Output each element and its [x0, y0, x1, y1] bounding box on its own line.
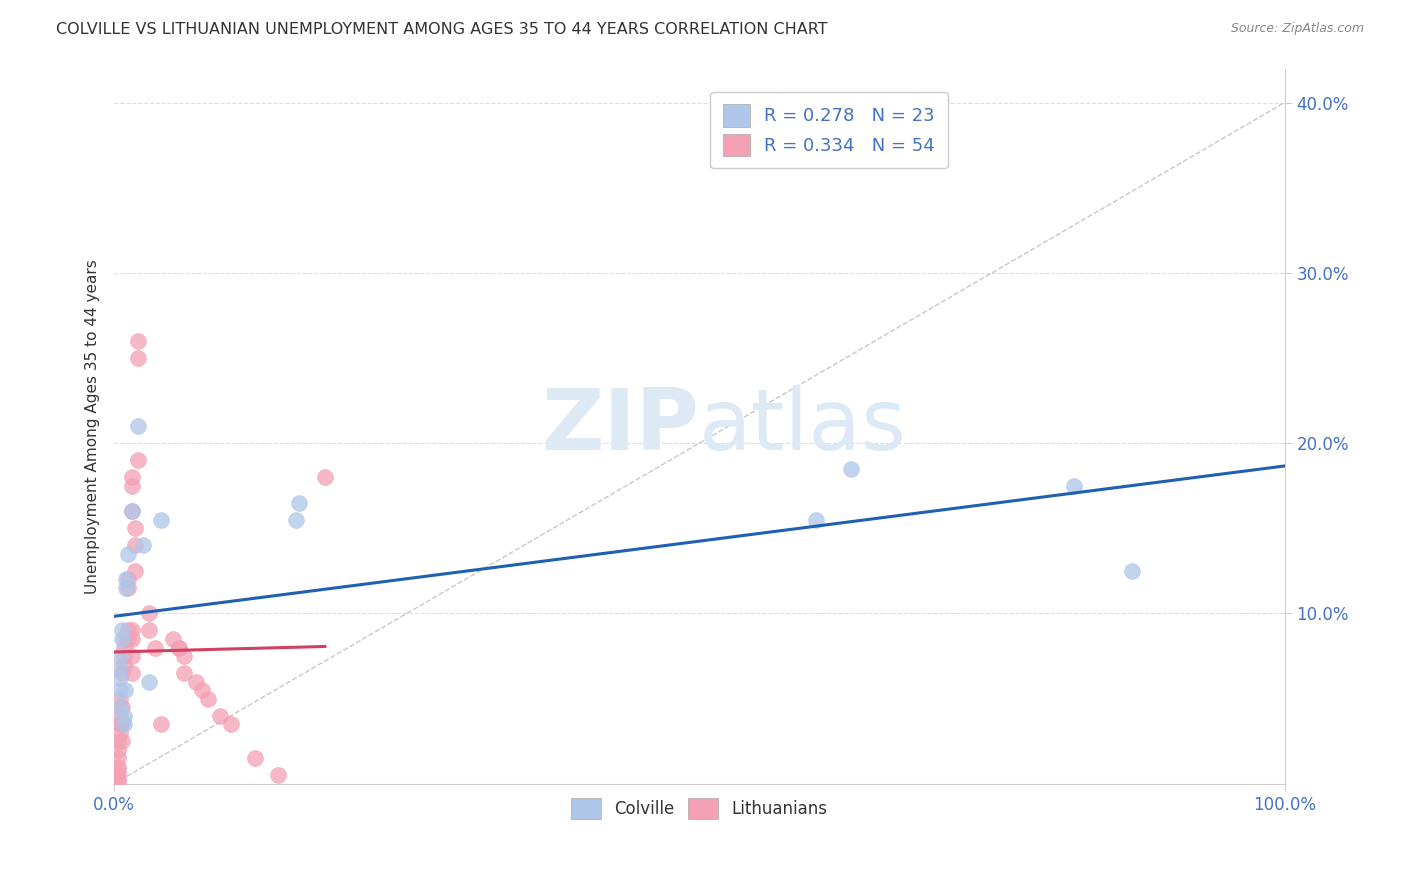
Point [173, 648, 195, 663]
Text: Source: ZipAtlas.com: Source: ZipAtlas.com [1230, 22, 1364, 36]
Point [111, 666, 134, 681]
Point [117, 624, 139, 638]
Point [143, 640, 166, 655]
Point [121, 479, 143, 493]
Point [288, 496, 311, 510]
Point [1063, 479, 1085, 493]
Point [114, 632, 136, 646]
Point [150, 717, 173, 731]
Point [121, 666, 143, 681]
Text: ZIP: ZIP [541, 384, 699, 467]
Point [112, 640, 135, 655]
Point [108, 700, 131, 714]
Point [107, 742, 129, 756]
Point [127, 419, 149, 434]
Point [191, 683, 214, 698]
Point [112, 648, 135, 663]
Point [841, 461, 863, 475]
Text: atlas: atlas [699, 384, 907, 467]
Point [132, 538, 155, 552]
Point [173, 666, 195, 681]
Point [108, 671, 131, 685]
Point [127, 453, 149, 467]
Point [138, 624, 160, 638]
Point [112, 657, 135, 672]
Point [107, 768, 129, 782]
Point [167, 640, 190, 655]
Point [115, 573, 138, 587]
Point [107, 763, 129, 777]
Point [138, 607, 160, 621]
Point [121, 504, 143, 518]
Point [219, 717, 242, 731]
Point [124, 564, 146, 578]
Point [111, 632, 134, 646]
Point [1121, 564, 1143, 578]
Point [124, 521, 146, 535]
Point [127, 334, 149, 348]
Point [111, 717, 134, 731]
Point [108, 683, 131, 698]
Point [112, 717, 135, 731]
Point [108, 661, 131, 675]
Point [162, 632, 184, 646]
Point [108, 725, 131, 739]
Point [167, 640, 190, 655]
Point [108, 717, 131, 731]
Point [111, 700, 134, 714]
Point [121, 470, 143, 484]
Point [121, 632, 143, 646]
Y-axis label: Unemployment Among Ages 35 to 44 years: Unemployment Among Ages 35 to 44 years [86, 259, 100, 593]
Point [127, 351, 149, 365]
Point [107, 760, 129, 774]
Point [107, 775, 129, 789]
Point [208, 708, 231, 723]
Point [121, 504, 143, 518]
Point [267, 768, 290, 782]
Point [121, 648, 143, 663]
Point [121, 624, 143, 638]
Point [117, 632, 139, 646]
Point [117, 547, 139, 561]
Point [107, 772, 129, 786]
Point [112, 708, 135, 723]
Point [111, 734, 134, 748]
Point [111, 624, 134, 638]
Point [107, 734, 129, 748]
Point [117, 573, 139, 587]
Point [107, 751, 129, 765]
Point [284, 513, 307, 527]
Point [150, 513, 173, 527]
Point [124, 538, 146, 552]
Point [114, 683, 136, 698]
Point [117, 581, 139, 595]
Legend: Colville, Lithuanians: Colville, Lithuanians [565, 792, 834, 825]
Text: COLVILLE VS LITHUANIAN UNEMPLOYMENT AMONG AGES 35 TO 44 YEARS CORRELATION CHART: COLVILLE VS LITHUANIAN UNEMPLOYMENT AMON… [56, 22, 828, 37]
Point [108, 708, 131, 723]
Point [138, 674, 160, 689]
Point [108, 691, 131, 706]
Point [115, 581, 138, 595]
Point [197, 691, 219, 706]
Point [108, 648, 131, 663]
Point [314, 470, 336, 484]
Point [184, 674, 207, 689]
Point [806, 513, 828, 527]
Point [243, 751, 266, 765]
